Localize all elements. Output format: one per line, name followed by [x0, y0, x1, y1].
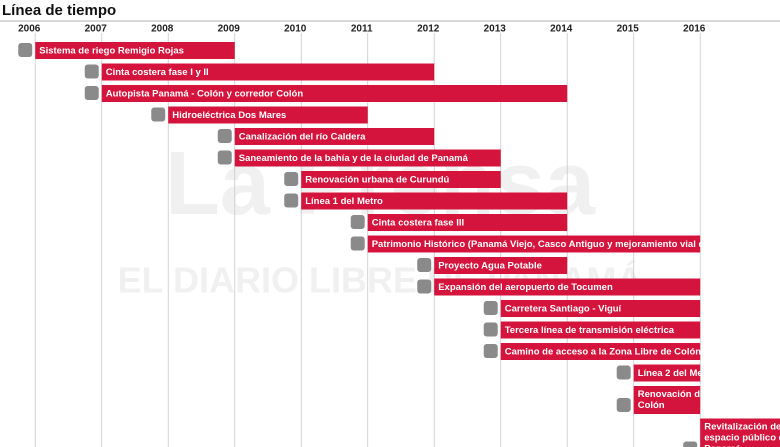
task-icon: [350, 215, 365, 229]
task-label: Tercera línea de transmisión eléctrica: [505, 325, 675, 336]
task-label: Patrimonio Histórico (Panamá Viejo, Casc…: [372, 239, 744, 250]
x-tick-label: 2015: [617, 24, 640, 35]
task-icon: [483, 322, 498, 337]
task-bar: [101, 63, 435, 81]
task-bar: [168, 106, 368, 124]
x-tick-label: 2012: [417, 24, 440, 35]
task-bar: [434, 257, 568, 274]
task-bar: [500, 321, 701, 339]
task-label: Autopista Panamá - Colón y corredor Coló…: [106, 89, 304, 100]
task-icon: [417, 258, 432, 272]
x-tick-label: 2006: [18, 24, 41, 35]
task-icon: [683, 441, 698, 447]
task-icon: [350, 236, 365, 251]
task-bar: [500, 343, 701, 360]
task-bar: [500, 300, 701, 317]
task-label: Renovación urbana de Curundú: [305, 175, 449, 186]
task-label: Revitalización del: [704, 422, 780, 433]
task-icon: [417, 279, 432, 294]
task-bar: [367, 235, 701, 253]
task-icon: [616, 398, 631, 412]
task-label: Cinta costera fase III: [372, 218, 464, 229]
task-label: Expansión del aeropuerto de Tocumen: [438, 282, 613, 293]
x-tick-label: 2013: [484, 24, 507, 35]
task-bar: [301, 192, 568, 210]
x-tick-label: 2010: [284, 24, 307, 35]
task-icon: [284, 172, 299, 186]
task-icon: [284, 193, 299, 208]
task-bar: [367, 214, 568, 231]
task-icon: [483, 344, 498, 358]
task-label: Carretera Santiago - Viguí: [505, 304, 622, 315]
chart-title: Línea de tiempo: [2, 2, 116, 19]
task-label: Colón: [638, 400, 665, 411]
task-icon: [616, 365, 631, 380]
task-label: Línea 1 del Metro: [305, 196, 383, 207]
task-bar: [301, 171, 501, 188]
task-bar: [633, 386, 701, 414]
task-label: Hidroeléctrica Dos Mares: [172, 110, 286, 121]
task-icon: [84, 64, 99, 79]
task-label: Sistema de riego Remigio Rojas: [39, 46, 184, 57]
task-label: Línea 2 del Metro: [638, 368, 716, 379]
task-bar: [633, 364, 701, 382]
task-icon: [217, 150, 232, 165]
task-label: Canalización del río Caldera: [239, 132, 366, 143]
task-bar: [700, 418, 780, 447]
task-icon: [151, 107, 166, 122]
x-tick-label: 2009: [218, 24, 241, 35]
task-icon: [483, 301, 498, 315]
x-tick-label: 2008: [151, 24, 174, 35]
task-bar: [101, 85, 568, 102]
task-icon: [84, 86, 99, 100]
task-bar: [234, 149, 501, 167]
x-tick-label: 2016: [683, 24, 706, 35]
task-icon: [217, 129, 232, 143]
task-bar: [234, 128, 435, 145]
x-tick-label: 2014: [550, 24, 573, 35]
task-bar: [434, 278, 701, 296]
task-bar: [35, 42, 235, 59]
x-tick-label: 2007: [85, 24, 108, 35]
task-icon: [18, 43, 33, 57]
task-label: Saneamiento de la bahía y de la ciudad d…: [239, 153, 469, 164]
task-label: Renovación de: [638, 389, 706, 400]
task-label: Proyecto Agua Potable: [438, 261, 542, 272]
task-label: Cinta costera fase I y II: [106, 67, 209, 78]
task-label: Camino de acceso a la Zona Libre de Coló…: [505, 347, 702, 358]
x-tick-label: 2011: [351, 24, 373, 35]
task-label: espacio público de: [704, 433, 780, 444]
task-label: Panamá: [704, 444, 741, 447]
